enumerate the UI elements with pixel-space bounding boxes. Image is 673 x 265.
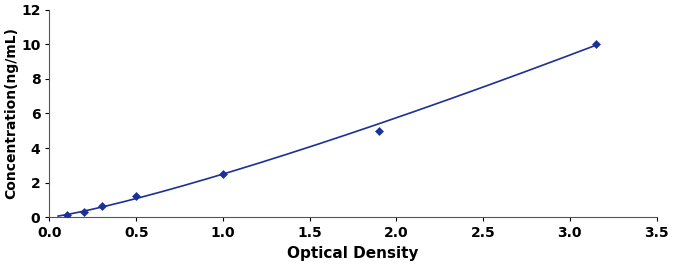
Point	[96, 204, 107, 209]
Point	[131, 193, 141, 198]
Point	[217, 172, 228, 176]
X-axis label: Optical Density: Optical Density	[287, 246, 419, 261]
Point	[374, 129, 384, 133]
Point	[61, 213, 72, 217]
Point	[79, 210, 90, 214]
Point	[590, 42, 601, 46]
Y-axis label: Concentration(ng/mL): Concentration(ng/mL)	[4, 28, 18, 200]
